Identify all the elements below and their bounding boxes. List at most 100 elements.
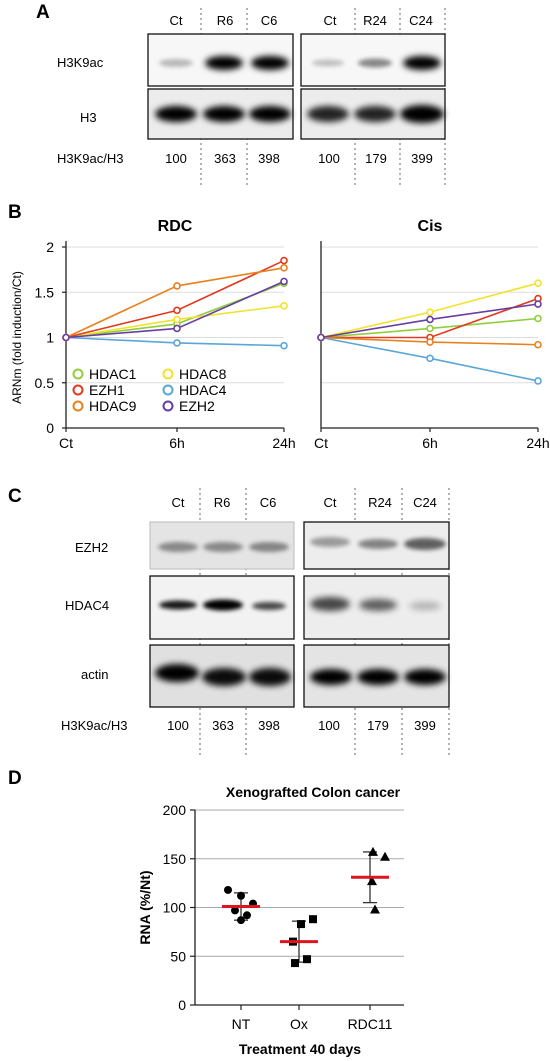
data-point (534, 300, 542, 308)
chart-legend: HDAC1 HDAC8 EZH1 HDAC4 HDAC9 EZH2 (72, 366, 227, 414)
band-label-actin: actin (81, 667, 108, 682)
legend-item-hdac8: HDAC8 (162, 366, 227, 382)
legend-label: HDAC4 (179, 382, 227, 398)
data-point (380, 851, 390, 861)
series-ezh2 (317, 300, 542, 342)
blot-ezh2-right (303, 521, 450, 570)
legend-item-hdac1: HDAC1 (72, 366, 137, 382)
blot-h3k9ac-left (147, 33, 294, 87)
data-point (426, 354, 434, 363)
y-axis-label: RNA (%/Nt) (137, 870, 153, 944)
lane-label: C24 (409, 13, 433, 28)
ratio-value: 100 (165, 151, 187, 166)
data-point (173, 315, 181, 324)
y-tick-label: 1.5 (35, 284, 55, 300)
data-point (280, 302, 288, 310)
x-tick-label: NT (232, 1016, 251, 1032)
lane-label: C6 (260, 495, 277, 510)
x-tick-label: Ct (59, 435, 73, 451)
panel-letter-d: D (8, 768, 22, 789)
y-tick-label: 0.5 (35, 375, 55, 391)
legend-label: EZH2 (179, 398, 215, 414)
chart-title: RDC (158, 218, 193, 235)
legend-marker (72, 368, 84, 380)
x-tick-label: 24h (526, 435, 549, 451)
blot-h3-right (300, 88, 446, 140)
ratio-value: 363 (214, 151, 236, 166)
data-point (237, 891, 245, 900)
group-rdc11 (351, 846, 390, 914)
data-point (173, 324, 181, 333)
data-point (534, 340, 542, 349)
line-chart-rdc: 0 0.5 1 1.5 2 ARNm (fold induction/Ct) Ct 6h 24h… (10, 218, 296, 451)
data-point (426, 315, 434, 324)
x-axis-label: Treatment 40 days (239, 1041, 361, 1057)
chart-title: Xenografted Colon cancer (226, 784, 401, 800)
scatter-chart-xenograft: 0 50 100 150 200 Xenografted Colon cancer RNA … (137, 784, 404, 1057)
series-ezh2 (62, 277, 288, 342)
blot-actin-left (149, 644, 295, 708)
y-tick-label: 150 (163, 851, 187, 867)
blot-hdac4-right (303, 575, 450, 640)
y-tick-label: 1 (46, 330, 54, 346)
data-point (370, 904, 380, 914)
panel-c-lane-labels: Ct R6 C6 Ct R24 C24 (172, 495, 437, 510)
ratio-value: 363 (212, 718, 234, 733)
panel-c-ratios: H3K9ac/H3 100 363 398 100 179 399 (61, 718, 436, 733)
legend-item-hdac9: HDAC9 (72, 398, 137, 414)
blot-h3k9ac-right (300, 33, 446, 87)
band-label-h3k9ac: H3K9ac (57, 55, 104, 70)
legend-marker (72, 400, 84, 412)
data-point (173, 306, 181, 315)
legend-item-hdac4: HDAC4 (162, 382, 227, 398)
data-point (173, 339, 181, 347)
data-point (426, 308, 434, 316)
data-point (62, 333, 70, 342)
legend-item-ezh1: EZH1 (72, 382, 125, 398)
legend-label: HDAC1 (89, 366, 137, 382)
blot-hdac4-left (149, 575, 295, 640)
data-point (243, 911, 251, 920)
line-chart-cis: Ct 6h 24h Cis (314, 218, 550, 451)
x-tick-label: 6h (169, 435, 185, 451)
lane-label: Ct (324, 13, 337, 28)
data-point (280, 341, 288, 350)
data-point (534, 314, 542, 323)
legend-item-ezh2: EZH2 (162, 398, 215, 414)
lane-label: R6 (217, 13, 234, 28)
legend-marker (162, 400, 174, 412)
lane-label: R24 (363, 13, 387, 28)
data-point (224, 885, 232, 894)
panel-letter-c: C (8, 486, 22, 507)
x-tick-label: RDC11 (348, 1016, 393, 1032)
legend-label: EZH1 (89, 382, 125, 398)
ratio-value: 398 (258, 718, 280, 733)
group-ox (280, 915, 318, 968)
x-tick-label: 24h (272, 435, 295, 451)
data-point (303, 955, 311, 964)
data-point (317, 333, 325, 342)
y-tick-label: 50 (170, 948, 186, 964)
ratio-label: H3K9ac/H3 (57, 151, 123, 166)
band-label-hdac4: HDAC4 (65, 598, 109, 613)
series-hdac8 (317, 279, 542, 342)
panel-a-ratios: H3K9ac/H3 100 363 398 100 179 399 (57, 151, 433, 166)
legend-label: HDAC8 (179, 366, 227, 382)
lane-label: Ct (170, 13, 183, 28)
ratio-label: H3K9ac/H3 (61, 718, 127, 733)
data-point (426, 338, 434, 346)
data-point (534, 279, 542, 288)
chart-title: Cis (418, 218, 443, 235)
data-point (280, 277, 288, 286)
blot-h3-left (147, 88, 294, 140)
lane-label: Ct (172, 495, 185, 510)
band-label-h3: H3 (80, 110, 97, 125)
lane-label: Ct (324, 495, 337, 510)
legend-marker (72, 384, 84, 396)
ratio-value: 179 (367, 718, 389, 733)
y-tick-label: 0 (46, 420, 54, 436)
data-point (367, 876, 377, 886)
band-label-ezh2: EZH2 (75, 540, 108, 555)
y-tick-label: 200 (163, 802, 187, 818)
data-point (426, 324, 434, 333)
